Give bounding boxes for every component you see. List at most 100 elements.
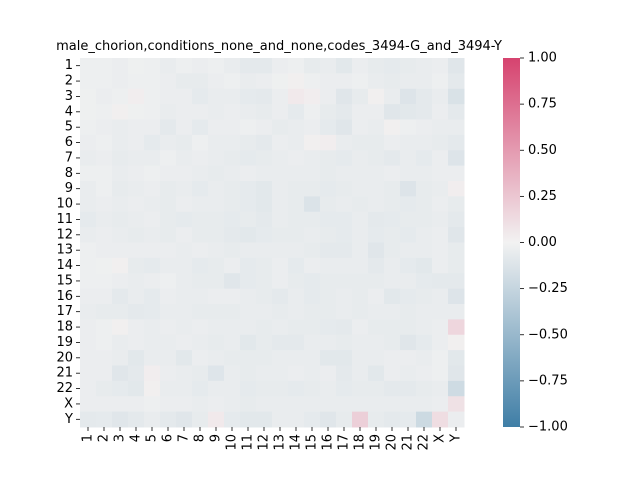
heatmap-cell xyxy=(448,227,465,243)
heatmap-cell xyxy=(288,196,305,213)
heatmap-cell xyxy=(448,273,465,290)
heatmap-cell xyxy=(448,104,465,120)
heatmap-cell xyxy=(240,319,257,336)
heatmap-cell xyxy=(336,181,353,197)
heatmap-cell xyxy=(288,273,305,290)
heatmap-cell xyxy=(448,88,465,105)
heatmap-cell xyxy=(224,396,241,413)
heatmap-cell xyxy=(176,165,193,182)
heatmap-cell xyxy=(208,58,225,74)
heatmap-cell xyxy=(352,227,369,243)
heatmap-cell xyxy=(224,181,241,197)
heatmap-cell xyxy=(224,304,241,320)
heatmap-cell xyxy=(80,242,97,259)
x-tick-label: 4 xyxy=(129,434,144,442)
heatmap-cell xyxy=(128,181,145,197)
heatmap-cell xyxy=(192,104,209,120)
heatmap-cell xyxy=(384,365,401,382)
heatmap-cell xyxy=(272,350,289,366)
heatmap-cell xyxy=(256,211,273,228)
y-tick-label: 21 xyxy=(56,366,73,381)
heatmap-cell xyxy=(336,165,353,182)
heatmap-cell xyxy=(304,350,321,366)
heatmap-cell xyxy=(112,73,129,90)
heatmap-cell xyxy=(96,58,113,74)
heatmap-cell xyxy=(208,273,225,290)
heatmap-cell xyxy=(256,73,273,90)
heatmap-cell xyxy=(144,350,161,366)
heatmap-cell xyxy=(176,134,193,151)
x-tick-label: 2 xyxy=(97,434,112,442)
heatmap-cell xyxy=(80,196,97,213)
heatmap-cell xyxy=(224,119,241,136)
heatmap-cell xyxy=(320,211,337,228)
heatmap-cell xyxy=(304,181,321,197)
heatmap-cell xyxy=(384,150,401,167)
y-tick-label: 3 xyxy=(65,89,73,104)
heatmap-cell xyxy=(256,319,273,336)
heatmap-cell xyxy=(304,304,321,320)
heatmap-cell xyxy=(352,150,369,167)
heatmap-cell xyxy=(416,104,433,120)
heatmap-cell xyxy=(144,134,161,151)
heatmap-cell xyxy=(288,104,305,120)
heatmap-cell xyxy=(336,119,353,136)
heatmap-cell xyxy=(112,134,129,151)
heatmap-cell xyxy=(352,334,369,351)
heatmap-cell xyxy=(240,73,257,90)
heatmap-cell xyxy=(384,334,401,351)
heatmap-cell xyxy=(144,396,161,413)
heatmap-cell xyxy=(448,165,465,182)
heatmap-cell xyxy=(432,304,449,320)
y-tick-label: 5 xyxy=(65,120,73,135)
heatmap-cell xyxy=(112,58,129,74)
heatmap-cell xyxy=(224,165,241,182)
y-tick-label: 11 xyxy=(56,212,73,227)
heatmap-cell xyxy=(112,165,129,182)
heatmap-cell xyxy=(240,227,257,243)
heatmap-cell xyxy=(224,411,241,428)
heatmap-cell xyxy=(384,273,401,290)
heatmap-cell xyxy=(416,134,433,151)
heatmap-cell xyxy=(336,104,353,120)
heatmap-cell xyxy=(448,257,465,274)
heatmap-cell xyxy=(272,242,289,259)
heatmap-cell xyxy=(96,257,113,274)
heatmap-cell xyxy=(160,58,177,74)
heatmap-cell xyxy=(336,134,353,151)
heatmap-cell xyxy=(112,242,129,259)
heatmap-cell xyxy=(240,165,257,182)
heatmap-cell xyxy=(128,134,145,151)
heatmap-cell xyxy=(320,380,337,397)
heatmap-cell xyxy=(160,380,177,397)
x-tick-label: 9 xyxy=(209,434,224,442)
heatmap-cell xyxy=(448,288,465,305)
heatmap-cell xyxy=(352,88,369,105)
heatmap-cell xyxy=(272,288,289,305)
heatmap-cell xyxy=(320,334,337,351)
heatmap-cell xyxy=(320,119,337,136)
heatmap-cell xyxy=(208,150,225,167)
heatmap-cell xyxy=(208,396,225,413)
x-tick-label: Y xyxy=(449,434,464,443)
heatmap-cell xyxy=(80,134,97,151)
heatmap-cell xyxy=(144,88,161,105)
heatmap-cell xyxy=(176,181,193,197)
heatmap-cell xyxy=(432,58,449,74)
heatmap-cell xyxy=(448,304,465,320)
heatmap-cell xyxy=(208,165,225,182)
heatmap-cell xyxy=(288,181,305,197)
heatmap-cell xyxy=(160,257,177,274)
heatmap-cell xyxy=(240,257,257,274)
heatmap-cell xyxy=(352,304,369,320)
heatmap-cell xyxy=(176,319,193,336)
heatmap-cell xyxy=(80,73,97,90)
x-tick-label: 3 xyxy=(113,434,128,442)
heatmap-cell xyxy=(416,58,433,74)
heatmap-cell xyxy=(384,396,401,413)
heatmap-cell xyxy=(272,227,289,243)
heatmap-cell xyxy=(112,365,129,382)
heatmap-cell xyxy=(320,88,337,105)
heatmap-cell xyxy=(304,257,321,274)
heatmap-cell xyxy=(352,365,369,382)
